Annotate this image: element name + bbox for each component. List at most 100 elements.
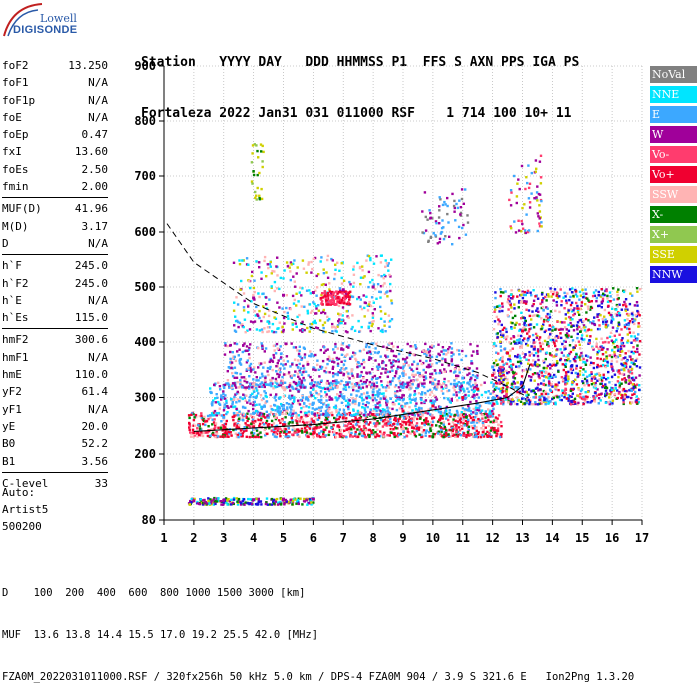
echo-point xyxy=(425,435,427,437)
echo-point xyxy=(265,303,267,305)
echo-point xyxy=(507,308,509,310)
echo-point xyxy=(593,316,595,318)
echo-point xyxy=(575,372,577,374)
echo-point xyxy=(571,372,573,374)
echo-point xyxy=(587,401,589,403)
echo-point xyxy=(403,383,405,385)
echo-point xyxy=(317,435,319,437)
echo-point xyxy=(522,390,524,392)
echo-point xyxy=(312,407,314,409)
echo-point xyxy=(245,386,247,388)
echo-point xyxy=(610,321,612,323)
echo-point xyxy=(556,304,558,306)
echo-point xyxy=(418,434,420,436)
echo-point xyxy=(368,322,370,324)
echo-point xyxy=(333,431,335,433)
echo-point xyxy=(596,297,598,299)
echo-point xyxy=(454,370,456,372)
echo-point xyxy=(322,403,324,405)
echo-point xyxy=(551,383,553,385)
echo-point xyxy=(385,368,387,370)
echo-point xyxy=(520,301,522,303)
echo-point xyxy=(361,269,363,271)
echo-point xyxy=(275,380,277,382)
echo-point xyxy=(276,257,278,259)
echo-point xyxy=(316,275,318,277)
echo-point xyxy=(261,373,263,375)
echo-point xyxy=(217,382,219,384)
echo-point xyxy=(453,379,455,381)
echo-point xyxy=(340,313,342,315)
echo-point xyxy=(363,426,365,428)
echo-point xyxy=(485,427,487,429)
echo-point xyxy=(554,328,556,330)
echo-point xyxy=(361,326,363,328)
echo-point xyxy=(263,423,265,425)
echo-point xyxy=(631,368,633,370)
echo-point xyxy=(553,397,555,399)
echo-point xyxy=(506,390,508,392)
echo-point xyxy=(400,433,402,435)
echo-point xyxy=(190,414,192,416)
echo-point xyxy=(630,335,632,337)
echo-point xyxy=(458,426,460,428)
echo-point xyxy=(634,304,636,306)
echo-point xyxy=(520,312,522,314)
echo-point xyxy=(394,436,396,438)
echo-point xyxy=(277,410,279,412)
echo-point xyxy=(615,308,617,310)
echo-point xyxy=(550,310,552,312)
echo-point xyxy=(523,369,525,371)
echo-point xyxy=(296,326,298,328)
echo-point xyxy=(422,350,424,352)
echo-point xyxy=(356,262,358,264)
echo-point xyxy=(312,368,314,370)
echo-point xyxy=(271,408,273,410)
echo-point xyxy=(321,406,323,408)
echo-point xyxy=(568,330,570,332)
echo-point xyxy=(474,390,476,392)
echo-point xyxy=(582,296,584,298)
echo-point xyxy=(609,295,611,297)
echo-point xyxy=(582,358,584,360)
echo-point xyxy=(451,347,453,349)
echo-point xyxy=(586,379,588,381)
echo-point xyxy=(602,353,604,355)
echo-point xyxy=(460,426,462,428)
echo-point xyxy=(283,395,285,397)
echo-point xyxy=(602,364,604,366)
echo-point xyxy=(308,261,310,263)
echo-point xyxy=(576,328,578,330)
echo-point xyxy=(368,301,370,303)
echo-point xyxy=(311,394,313,396)
echo-point xyxy=(298,381,300,383)
echo-point xyxy=(334,343,336,345)
echo-point xyxy=(452,428,454,430)
echo-point xyxy=(228,387,230,389)
echo-point xyxy=(235,401,237,403)
echo-point xyxy=(347,402,349,404)
echo-point xyxy=(283,359,285,361)
echo-point xyxy=(267,367,269,369)
echo-point xyxy=(636,348,638,350)
echo-point xyxy=(237,381,239,383)
echo-point xyxy=(311,379,313,381)
echo-point xyxy=(354,403,356,405)
echo-point xyxy=(425,399,427,401)
echo-point xyxy=(497,323,499,325)
echo-point xyxy=(498,424,500,426)
echo-point xyxy=(278,376,280,378)
echo-point xyxy=(617,305,619,307)
echo-point xyxy=(632,352,634,354)
echo-point xyxy=(530,294,532,296)
echo-point xyxy=(370,357,372,359)
echo-point xyxy=(341,262,343,264)
echo-point xyxy=(456,394,458,396)
echo-point xyxy=(610,332,612,334)
echo-point xyxy=(233,310,235,312)
echo-point xyxy=(261,328,263,330)
echo-point xyxy=(540,317,542,319)
echo-point xyxy=(355,431,357,433)
echo-point xyxy=(224,342,226,344)
echo-point xyxy=(586,359,588,361)
